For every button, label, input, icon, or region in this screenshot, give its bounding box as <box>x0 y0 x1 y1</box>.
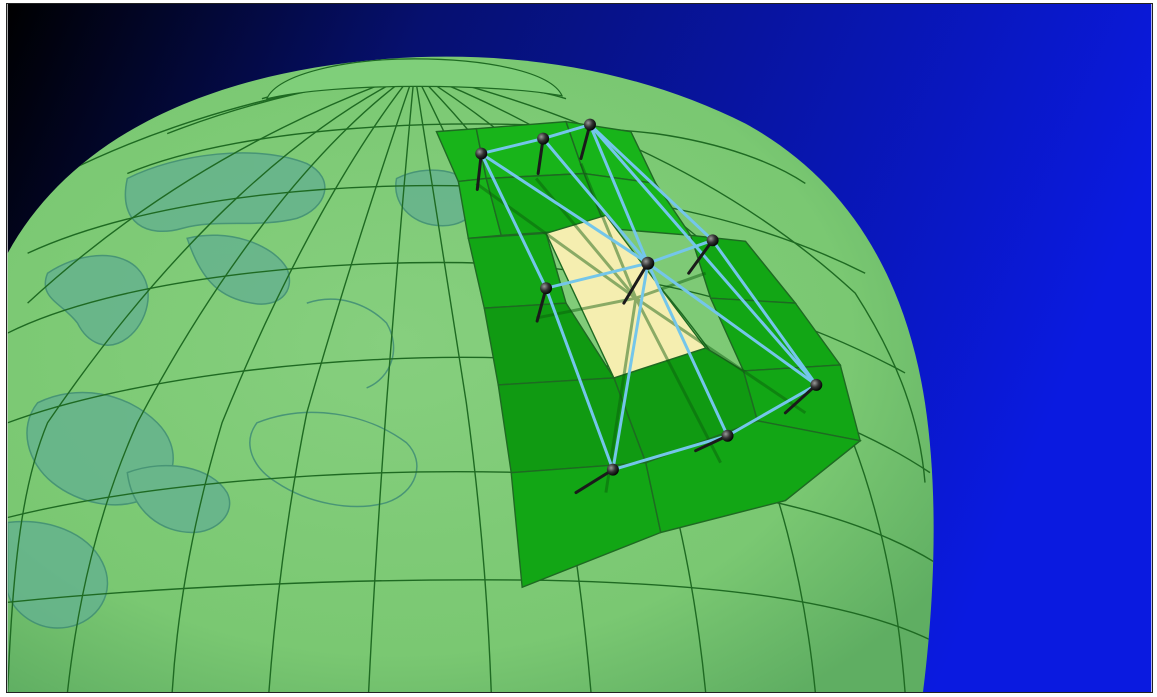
triangulation-mesh <box>479 123 818 472</box>
grid-node-icon <box>706 234 719 247</box>
grid-node-icon <box>475 147 488 160</box>
grid-node-icon <box>606 463 619 476</box>
geodesic-grid-diagram <box>7 4 1152 692</box>
polar-cap <box>265 58 564 100</box>
diagram-frame <box>6 3 1153 693</box>
grid-node-icon <box>540 282 553 295</box>
continent-shapes <box>7 152 478 629</box>
grid-node-icon <box>721 429 734 442</box>
grid-node-icon <box>641 256 655 270</box>
grid-node-icon <box>537 132 550 145</box>
grid-node-icon <box>810 378 823 391</box>
mesh-nodes <box>475 118 823 476</box>
grid-node-icon <box>583 118 596 131</box>
